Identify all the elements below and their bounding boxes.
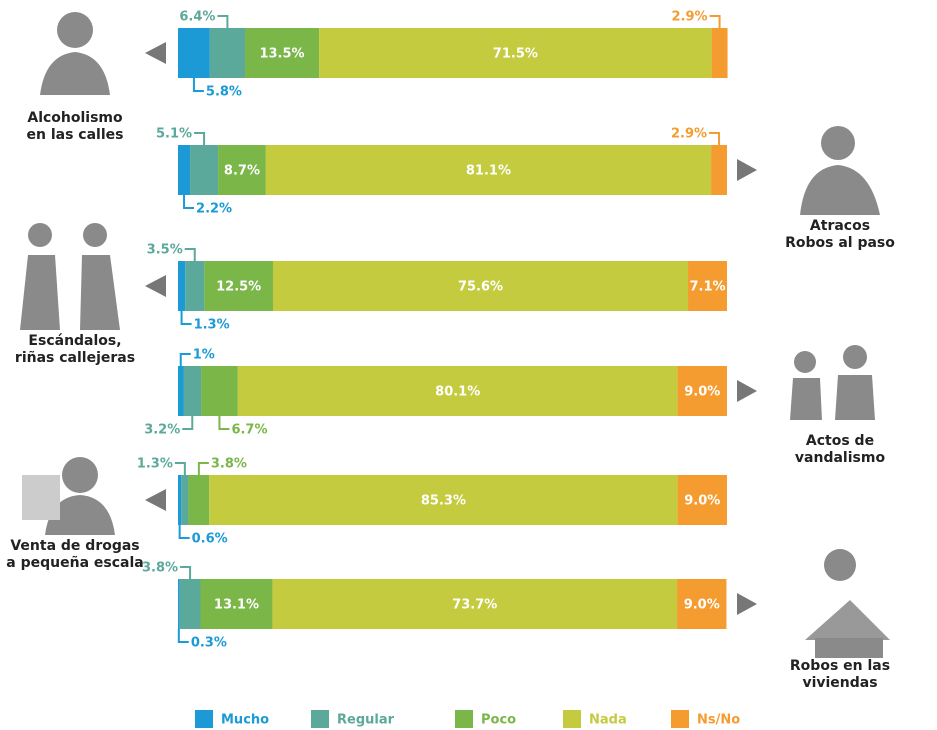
value-label: 0.3%	[191, 636, 227, 651]
bar-segment	[200, 579, 273, 629]
category-label: Actos de vandalismo	[794, 433, 886, 466]
bar-segment	[677, 366, 727, 416]
value-label: 3.5%	[147, 243, 183, 258]
value-label: 81.1%	[466, 164, 511, 179]
bar-segment	[711, 145, 727, 195]
value-label: 85.3%	[421, 494, 466, 509]
legend-label: Nada	[589, 713, 627, 728]
bar-segment	[178, 475, 182, 525]
value-label: 2.2%	[196, 202, 232, 217]
value-label: 9.0%	[684, 598, 720, 613]
pointers	[145, 42, 757, 615]
value-label: 2.9%	[671, 127, 707, 142]
value-label: 1.3%	[137, 457, 173, 472]
value-label: 13.5%	[259, 47, 304, 62]
value-label: 71.5%	[493, 47, 538, 62]
value-label: 3.8%	[211, 457, 247, 472]
bar-segment	[201, 366, 238, 416]
bar-segment	[178, 366, 184, 416]
callout-line	[709, 132, 721, 145]
value-label: 3.8%	[142, 561, 178, 576]
value-label: 80.1%	[435, 385, 480, 400]
legend-label: Poco	[481, 713, 516, 728]
value-label: 13.1%	[214, 598, 259, 613]
value-label: 8.7%	[224, 164, 260, 179]
bar-segment	[188, 475, 210, 525]
bar-segment	[244, 28, 320, 78]
callout-line	[218, 416, 230, 430]
bar-segment	[711, 28, 728, 78]
legend-label: Mucho	[221, 713, 269, 728]
legend-swatch	[671, 710, 689, 728]
value-label: 6.7%	[231, 423, 267, 438]
value-label: 73.7%	[452, 598, 497, 613]
bar-segment	[272, 261, 689, 311]
value-label: 0.6%	[192, 532, 228, 547]
bar-segment	[209, 475, 678, 525]
callout-line	[174, 462, 186, 475]
bar-segment	[179, 579, 201, 629]
category-label: Robos en las viviendas	[789, 658, 891, 691]
legend-label: Regular	[337, 713, 395, 728]
legend-swatch	[195, 710, 213, 728]
callout-line	[177, 629, 189, 643]
value-label: 5.1%	[156, 127, 192, 142]
value-label: 12.5%	[216, 280, 261, 295]
bar-segment	[677, 475, 727, 525]
category-label: Venta de drogas a pequeña escala	[6, 538, 144, 571]
callout-line	[182, 416, 194, 430]
callout-line	[197, 462, 209, 475]
value-label: 6.4%	[179, 10, 215, 25]
bar-segment	[178, 261, 186, 311]
bar-segment	[272, 579, 678, 629]
bar-segment	[190, 145, 219, 195]
legend-label: Ns/No	[697, 713, 740, 728]
category-label: Escándalos, riñas callejeras	[14, 333, 136, 366]
callout-line	[180, 566, 192, 579]
category-label: Atracos Robos al paso	[785, 218, 895, 251]
callout-line	[184, 248, 196, 261]
bar-segment	[178, 145, 191, 195]
callout-line	[217, 15, 229, 28]
legend-swatch	[455, 710, 473, 728]
callout-line	[178, 525, 190, 539]
bar-segment	[688, 261, 727, 311]
callout-line	[194, 132, 206, 145]
callout-line	[709, 15, 721, 28]
callout-line	[183, 195, 195, 209]
value-label: 1%	[193, 348, 215, 363]
value-label: 1.3%	[194, 318, 230, 333]
value-label: 9.0%	[684, 494, 720, 509]
bar-segment	[265, 145, 712, 195]
legend-swatch	[563, 710, 581, 728]
value-label: 3.2%	[144, 423, 180, 438]
value-label: 2.9%	[672, 10, 708, 25]
legend-swatch	[311, 710, 329, 728]
bar-segment	[204, 261, 273, 311]
value-label: 5.8%	[206, 85, 242, 100]
bar-segment	[181, 475, 189, 525]
icons	[20, 12, 890, 658]
bar-segment	[185, 261, 205, 311]
bar-segment	[183, 366, 202, 416]
bar-segment	[677, 579, 727, 629]
bar-segment	[178, 579, 180, 629]
bar-segment	[319, 28, 712, 78]
value-label: 7.1%	[689, 280, 725, 295]
category-label: Alcoholismo en las calles	[26, 110, 124, 143]
bar-segment	[209, 28, 245, 78]
callout-line	[192, 78, 204, 92]
value-label: 9.0%	[684, 385, 720, 400]
bar-segment	[237, 366, 678, 416]
bar-segment	[218, 145, 266, 195]
callout-line	[180, 311, 192, 325]
callout-line	[179, 353, 191, 366]
bar-segment	[178, 28, 210, 78]
value-label: 75.6%	[458, 280, 503, 295]
